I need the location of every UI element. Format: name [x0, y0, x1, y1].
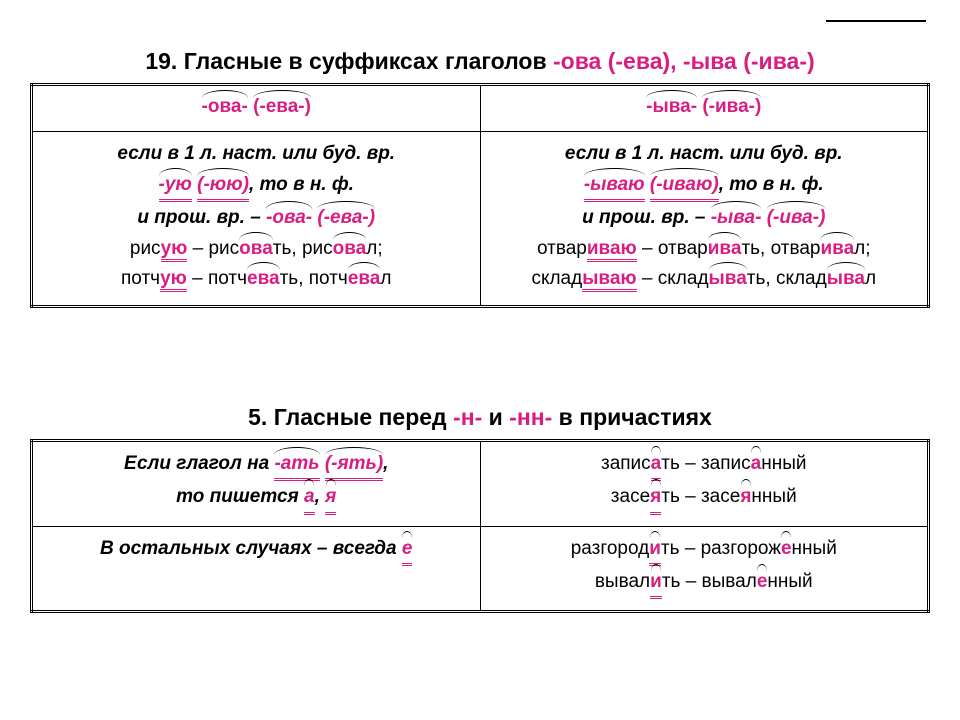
t2t1: 5. Гласные перед — [248, 404, 453, 430]
t1r4: отвариваю – отваривать, отваривал; — [485, 234, 924, 263]
t1r3a: и прош. вр. – — [582, 207, 711, 228]
t1l3a: и прош. вр. – — [137, 207, 266, 228]
t2l2: то пишется а, я — [37, 482, 476, 514]
t2l1b: , — [383, 453, 388, 474]
t1r5: складываю – складывать, складывал — [485, 264, 924, 293]
table2-r2: разгородить – разгороженный вывалить – в… — [480, 526, 929, 612]
t2l1s1: -ать — [274, 449, 319, 481]
t2t3: и — [482, 404, 509, 430]
table2-row1: Если глагол на -ать (-ять), то пишется а… — [32, 440, 929, 526]
t2l3a: В остальных случаях – всегда — [100, 538, 402, 559]
t1l2c: , то в н. ф. — [249, 174, 354, 195]
t1r3b: -ыва- — [711, 203, 762, 232]
table2-row2: В остальных случаях – всегда е разгороди… — [32, 526, 929, 612]
t1r2a: -ываю — [584, 170, 645, 202]
t1r2c: , то в н. ф. — [719, 174, 824, 195]
t1r2: -ываю (-иваю), то в н. ф. — [485, 170, 924, 202]
t2l1a1: Если глагол на — [124, 453, 274, 474]
t2l3: В остальных случаях – всегда е — [37, 534, 476, 566]
t1l5: потчую – потчевать, потчевал — [37, 264, 476, 293]
spacer — [30, 308, 930, 378]
t2l2s1: а — [304, 482, 315, 514]
table1-title: 19. Гласные в суффиксах глаголов -ова (-… — [30, 48, 930, 75]
t2l1s2: (-ять) — [325, 449, 383, 481]
t1l3b: -ова- — [266, 203, 312, 232]
table2-l1: Если глагол на -ать (-ять), то пишется а… — [32, 440, 481, 526]
t1l3: и прош. вр. – -ова- (-ева-) — [37, 203, 476, 232]
t1l2a: -ую — [159, 170, 192, 202]
t2l2a: то пишется — [176, 486, 304, 507]
t1r3c: (-ива-) — [767, 203, 826, 232]
t2l3s: е — [402, 534, 413, 566]
t2t4: -нн- — [509, 404, 552, 430]
t2l1a: Если глагол на -ать (-ять), — [37, 449, 476, 481]
table1-body-row: если в 1 л. наст. или буд. вр. -ую (-юю)… — [32, 132, 929, 306]
t2r2: засеять – засеянный — [485, 482, 924, 514]
t1r1: если в 1 л. наст. или буд. вр. — [485, 139, 924, 168]
table1-right-cell: если в 1 л. наст. или буд. вр. -ываю (-и… — [480, 132, 929, 306]
table2-r1: записать – записанный засеять – засеянны… — [480, 440, 929, 526]
t1r3: и прош. вр. – -ыва- (-ива-) — [485, 203, 924, 232]
table1-head-left: -ова- (-ева-) — [32, 85, 481, 132]
t1l3c: (-ева-) — [317, 203, 375, 232]
t2r4: вывалить – вываленный — [485, 567, 924, 599]
table2: Если глагол на -ать (-ять), то пишется а… — [30, 439, 930, 614]
h1la: -ова- — [202, 92, 248, 121]
h1ra: -ыва- — [646, 92, 697, 121]
top-rule — [826, 20, 926, 22]
table2-title: 5. Гласные перед -н- и -нн- в причастиях — [30, 404, 930, 431]
table1: -ова- (-ева-) -ыва- (-ива-) если в 1 л. … — [30, 83, 930, 308]
title1-text: 19. Гласные в суффиксах глаголов — [145, 48, 553, 74]
h1rb: (-ива-) — [702, 92, 761, 121]
t2t5: в причастиях — [552, 404, 712, 430]
t2t2: -н- — [453, 404, 482, 430]
t2r1: записать – записанный — [485, 449, 924, 481]
t2r3: разгородить – разгороженный — [485, 534, 924, 566]
t1r2b: (-иваю) — [650, 170, 719, 202]
table1-head-right: -ыва- (-ива-) — [480, 85, 929, 132]
t2l2s2: я — [325, 482, 336, 514]
title1-suffix: -ова (-ева), -ыва (-ива-) — [553, 48, 815, 74]
t1l4: рисую – рисовать, рисовал; — [37, 234, 476, 263]
t1l1: если в 1 л. наст. или буд. вр. — [37, 139, 476, 168]
table2-l2cell: В остальных случаях – всегда е — [32, 526, 481, 612]
table1-left-cell: если в 1 л. наст. или буд. вр. -ую (-юю)… — [32, 132, 481, 306]
h1lb: (-ева-) — [253, 92, 311, 121]
page: 19. Гласные в суффиксах глаголов -ова (-… — [0, 0, 960, 633]
t1l2: -ую (-юю), то в н. ф. — [37, 170, 476, 202]
table1-header-row: -ова- (-ева-) -ыва- (-ива-) — [32, 85, 929, 132]
t1l2b: (-юю) — [197, 170, 249, 202]
